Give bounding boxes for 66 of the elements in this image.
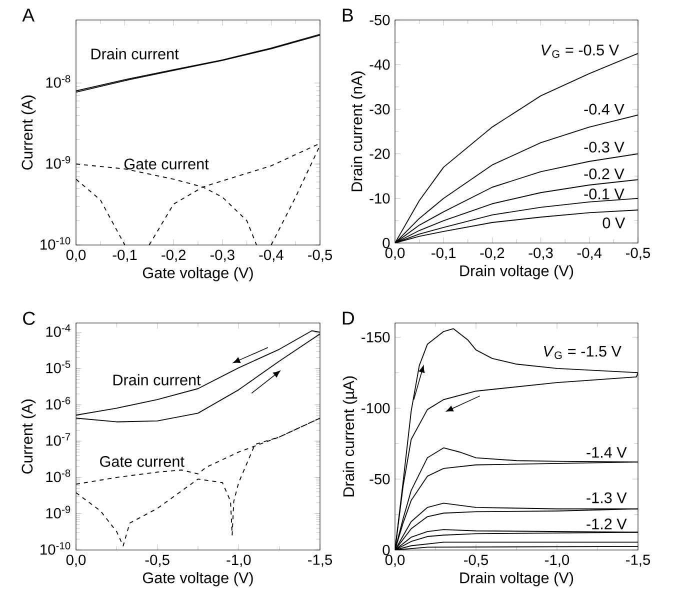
x-tick-label: -0,1	[432, 248, 456, 260]
y-tick-label: 10$^{-5}$	[46, 360, 70, 374]
annotation: -1.4 V	[586, 447, 627, 458]
x-tick-label: -0,5	[308, 250, 332, 262]
y-axis-title: Drain current (µA)	[342, 376, 358, 496]
annotation: V$_{G}$ = -1.5 V	[544, 346, 622, 360]
chart-title: D	[342, 312, 354, 325]
y-tick-label: 10$^{-4}$	[46, 324, 70, 337]
y-tick-label: 10$^{-8}$	[46, 75, 70, 88]
x-tick-label: -0,2	[162, 250, 186, 262]
x-axis-title: Drain voltage (V)	[460, 572, 574, 586]
x-tick-label: -0,2	[480, 248, 504, 260]
x-tick-label: -0,5	[626, 248, 650, 260]
y-tick-label: -40	[370, 59, 390, 70]
y-tick-label: 10$^{-10}$	[40, 237, 70, 250]
y-axis-title: Current (A)	[21, 400, 36, 474]
chart-title: C	[23, 312, 35, 325]
x-tick-label: -1,5	[626, 554, 650, 567]
annotation: V$_{G}$ = -0.5 V	[542, 44, 620, 58]
annotation: -1.2 V	[586, 518, 627, 530]
x-tick-label: 0,0	[66, 554, 86, 567]
x-tick-label: -1,0	[545, 554, 570, 567]
annotation: Gate current	[124, 158, 209, 170]
x-tick-label: -0,5	[464, 554, 488, 567]
y-tick-label: -150	[362, 332, 390, 342]
annotation: -0.2 V	[584, 168, 624, 180]
annotation: -0.3 V	[584, 142, 624, 153]
y-tick-label: 10$^{-8}$	[46, 470, 70, 482]
annotation: Gate current	[100, 456, 184, 467]
annotation: -1.3 V	[586, 492, 627, 504]
x-tick-label: 0,0	[66, 250, 86, 262]
x-tick-label: -0,4	[259, 250, 284, 262]
y-tick-label: -30	[370, 104, 390, 114]
y-axis-title: Drain current (nA)	[350, 72, 366, 192]
annotation: -0.1 V	[584, 188, 624, 200]
x-tick-label: -0,3	[528, 248, 553, 260]
x-tick-label: -0,4	[577, 248, 602, 260]
y-tick-label: -50	[370, 474, 390, 484]
x-tick-label: -1,5	[308, 554, 332, 567]
y-tick-label: -10	[370, 193, 390, 204]
x-tick-label: -0,1	[112, 250, 137, 262]
annotation: Drain current	[92, 48, 179, 60]
annotation: -0.4 V	[584, 104, 624, 115]
y-axis-title: Current (A)	[21, 96, 36, 170]
y-tick-label: -50	[370, 14, 390, 26]
y-tick-label: 10$^{-6}$	[46, 396, 70, 410]
x-axis-title: Gate voltage (V)	[142, 572, 253, 586]
chart-title: B	[342, 8, 353, 22]
y-tick-label: 10$^{-7}$	[46, 433, 70, 446]
annotation: 0 V	[602, 218, 626, 228]
y-tick-label: 0	[382, 238, 390, 248]
y-tick-label: 0	[382, 544, 390, 556]
y-tick-label: 10$^{-9}$	[46, 506, 70, 518]
x-tick-label: -0,5	[145, 554, 170, 567]
y-tick-label: 10$^{-9}$	[46, 156, 70, 169]
x-axis-title: Drain voltage (V)	[460, 264, 574, 280]
x-tick-label: -0,3	[210, 250, 234, 262]
x-tick-label: 0,0	[385, 554, 405, 567]
y-tick-label: 10$^{-10}$	[40, 542, 70, 555]
x-axis-title: Gate voltage (V)	[142, 267, 253, 282]
annotation: Drain current	[113, 374, 201, 386]
y-tick-label: -20	[370, 148, 390, 159]
x-tick-label: -1,0	[226, 554, 251, 567]
chart-title: A	[22, 8, 35, 22]
x-tick-label: 0,0	[385, 248, 405, 260]
y-tick-label: -100	[362, 402, 390, 414]
